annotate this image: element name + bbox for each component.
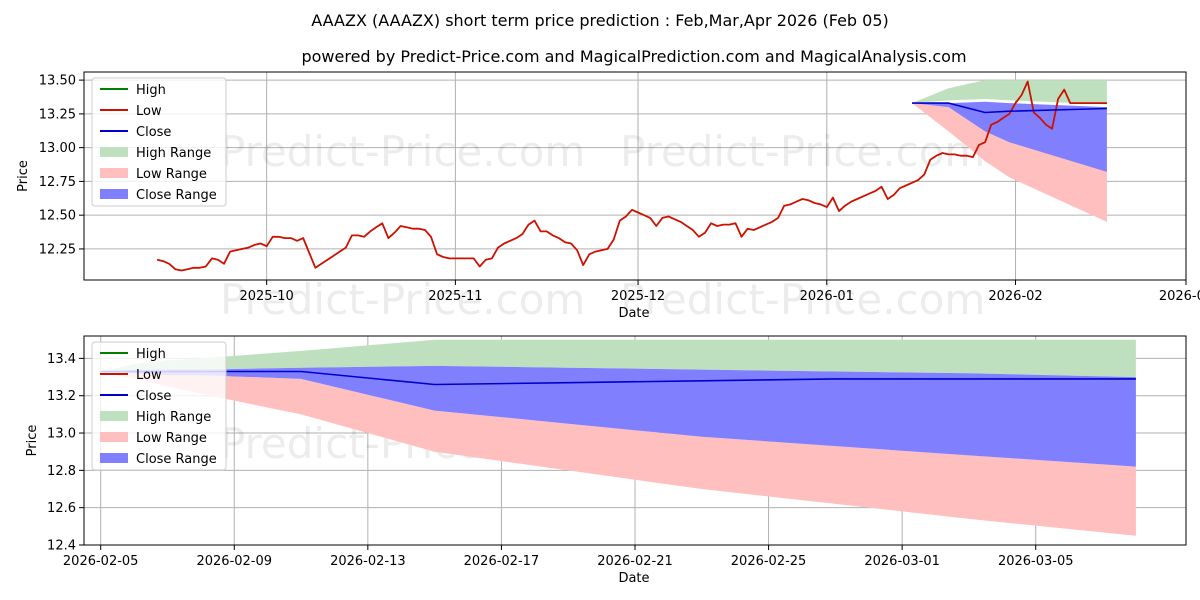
legend-swatch: [100, 189, 128, 199]
legend-label: Close Range: [136, 452, 217, 467]
legend-label: Low Range: [136, 167, 207, 182]
x-tick-label: 2026-01: [800, 289, 854, 304]
legend-swatch: [100, 432, 128, 442]
y-tick-label: 13.4: [47, 352, 76, 367]
axes-frame: [83, 71, 1187, 281]
high-range-band: [100, 339, 1136, 378]
x-axis-label: Date: [618, 571, 649, 586]
legend-label: Close Range: [136, 188, 217, 203]
y-tick-label: 12.4: [47, 539, 76, 554]
legend-label: High Range: [136, 410, 211, 425]
legend-swatch: [100, 168, 128, 178]
x-axis-label: Date: [618, 306, 649, 321]
x-tick-label: 2026-03-05: [998, 554, 1074, 569]
legend-label: Low: [136, 104, 162, 119]
watermark-text: Predict-Price.com: [620, 127, 985, 176]
x-tick-label: 2025-12: [611, 289, 665, 304]
watermark-text: Predict-Price.com: [220, 127, 585, 176]
y-tick-label: 12.6: [47, 501, 76, 516]
legend-label: Low: [136, 368, 162, 383]
x-tick-label: 2026-03-01: [864, 554, 940, 569]
y-tick-label: 13.50: [39, 74, 76, 89]
legend-label: Close: [136, 125, 171, 140]
chart-subtitle: powered by Predict-Price.com and Magical…: [301, 47, 966, 66]
legend-swatch: [100, 147, 128, 157]
y-tick-label: 13.0: [47, 427, 76, 442]
x-tick-label: 2026-02-25: [731, 554, 807, 569]
x-tick-label: 2026-02-05: [63, 554, 139, 569]
watermark-text: Predict-Price.com: [220, 275, 585, 324]
x-tick-label: 2026-02-21: [597, 554, 673, 569]
low-range-band: [100, 371, 1136, 536]
chart-title: AAAZX (AAAZX) short term price predictio…: [311, 11, 889, 30]
panel-bottom: Predict-Price.comPredict-Price.com2026-0…: [25, 335, 1187, 586]
low-range-band: [912, 103, 1107, 222]
legend-label: High Range: [136, 146, 211, 161]
legend-swatch: [100, 411, 128, 421]
panel-top: Predict-Price.com Predict-Price.com Predic…: [16, 71, 1200, 324]
x-tick-label: 2026-02-17: [464, 554, 540, 569]
y-axis-label: Price: [16, 160, 31, 192]
legend-label: Low Range: [136, 431, 207, 446]
y-tick-label: 13.00: [39, 141, 76, 156]
low-history-line: [156, 80, 1107, 272]
legend-label: High: [136, 347, 166, 362]
y-tick-label: 12.75: [39, 175, 76, 190]
x-tick-label: 2025-11: [428, 289, 482, 304]
legend-label: Close: [136, 389, 171, 404]
x-tick-label: 2026-02: [988, 289, 1042, 304]
y-axis-label: Price: [25, 425, 40, 457]
legend-label: High: [136, 83, 166, 98]
y-tick-label: 13.25: [39, 107, 76, 122]
close-range-band: [100, 365, 1136, 467]
x-tick-label: 2026-03: [1159, 289, 1200, 304]
y-tick-label: 13.2: [47, 389, 76, 404]
x-tick-label: 2026-02-13: [330, 554, 406, 569]
x-tick-label: 2026-02-09: [196, 554, 272, 569]
watermark-text: Predict-Price.com: [620, 275, 985, 324]
close-forecast-line: [912, 102, 1107, 114]
y-tick-label: 12.50: [39, 209, 76, 224]
y-tick-label: 12.8: [47, 464, 76, 479]
x-tick-label: 2025-10: [239, 289, 293, 304]
legend-swatch: [100, 453, 128, 463]
close-range-band: [912, 101, 1107, 172]
y-tick-label: 12.25: [39, 242, 76, 257]
